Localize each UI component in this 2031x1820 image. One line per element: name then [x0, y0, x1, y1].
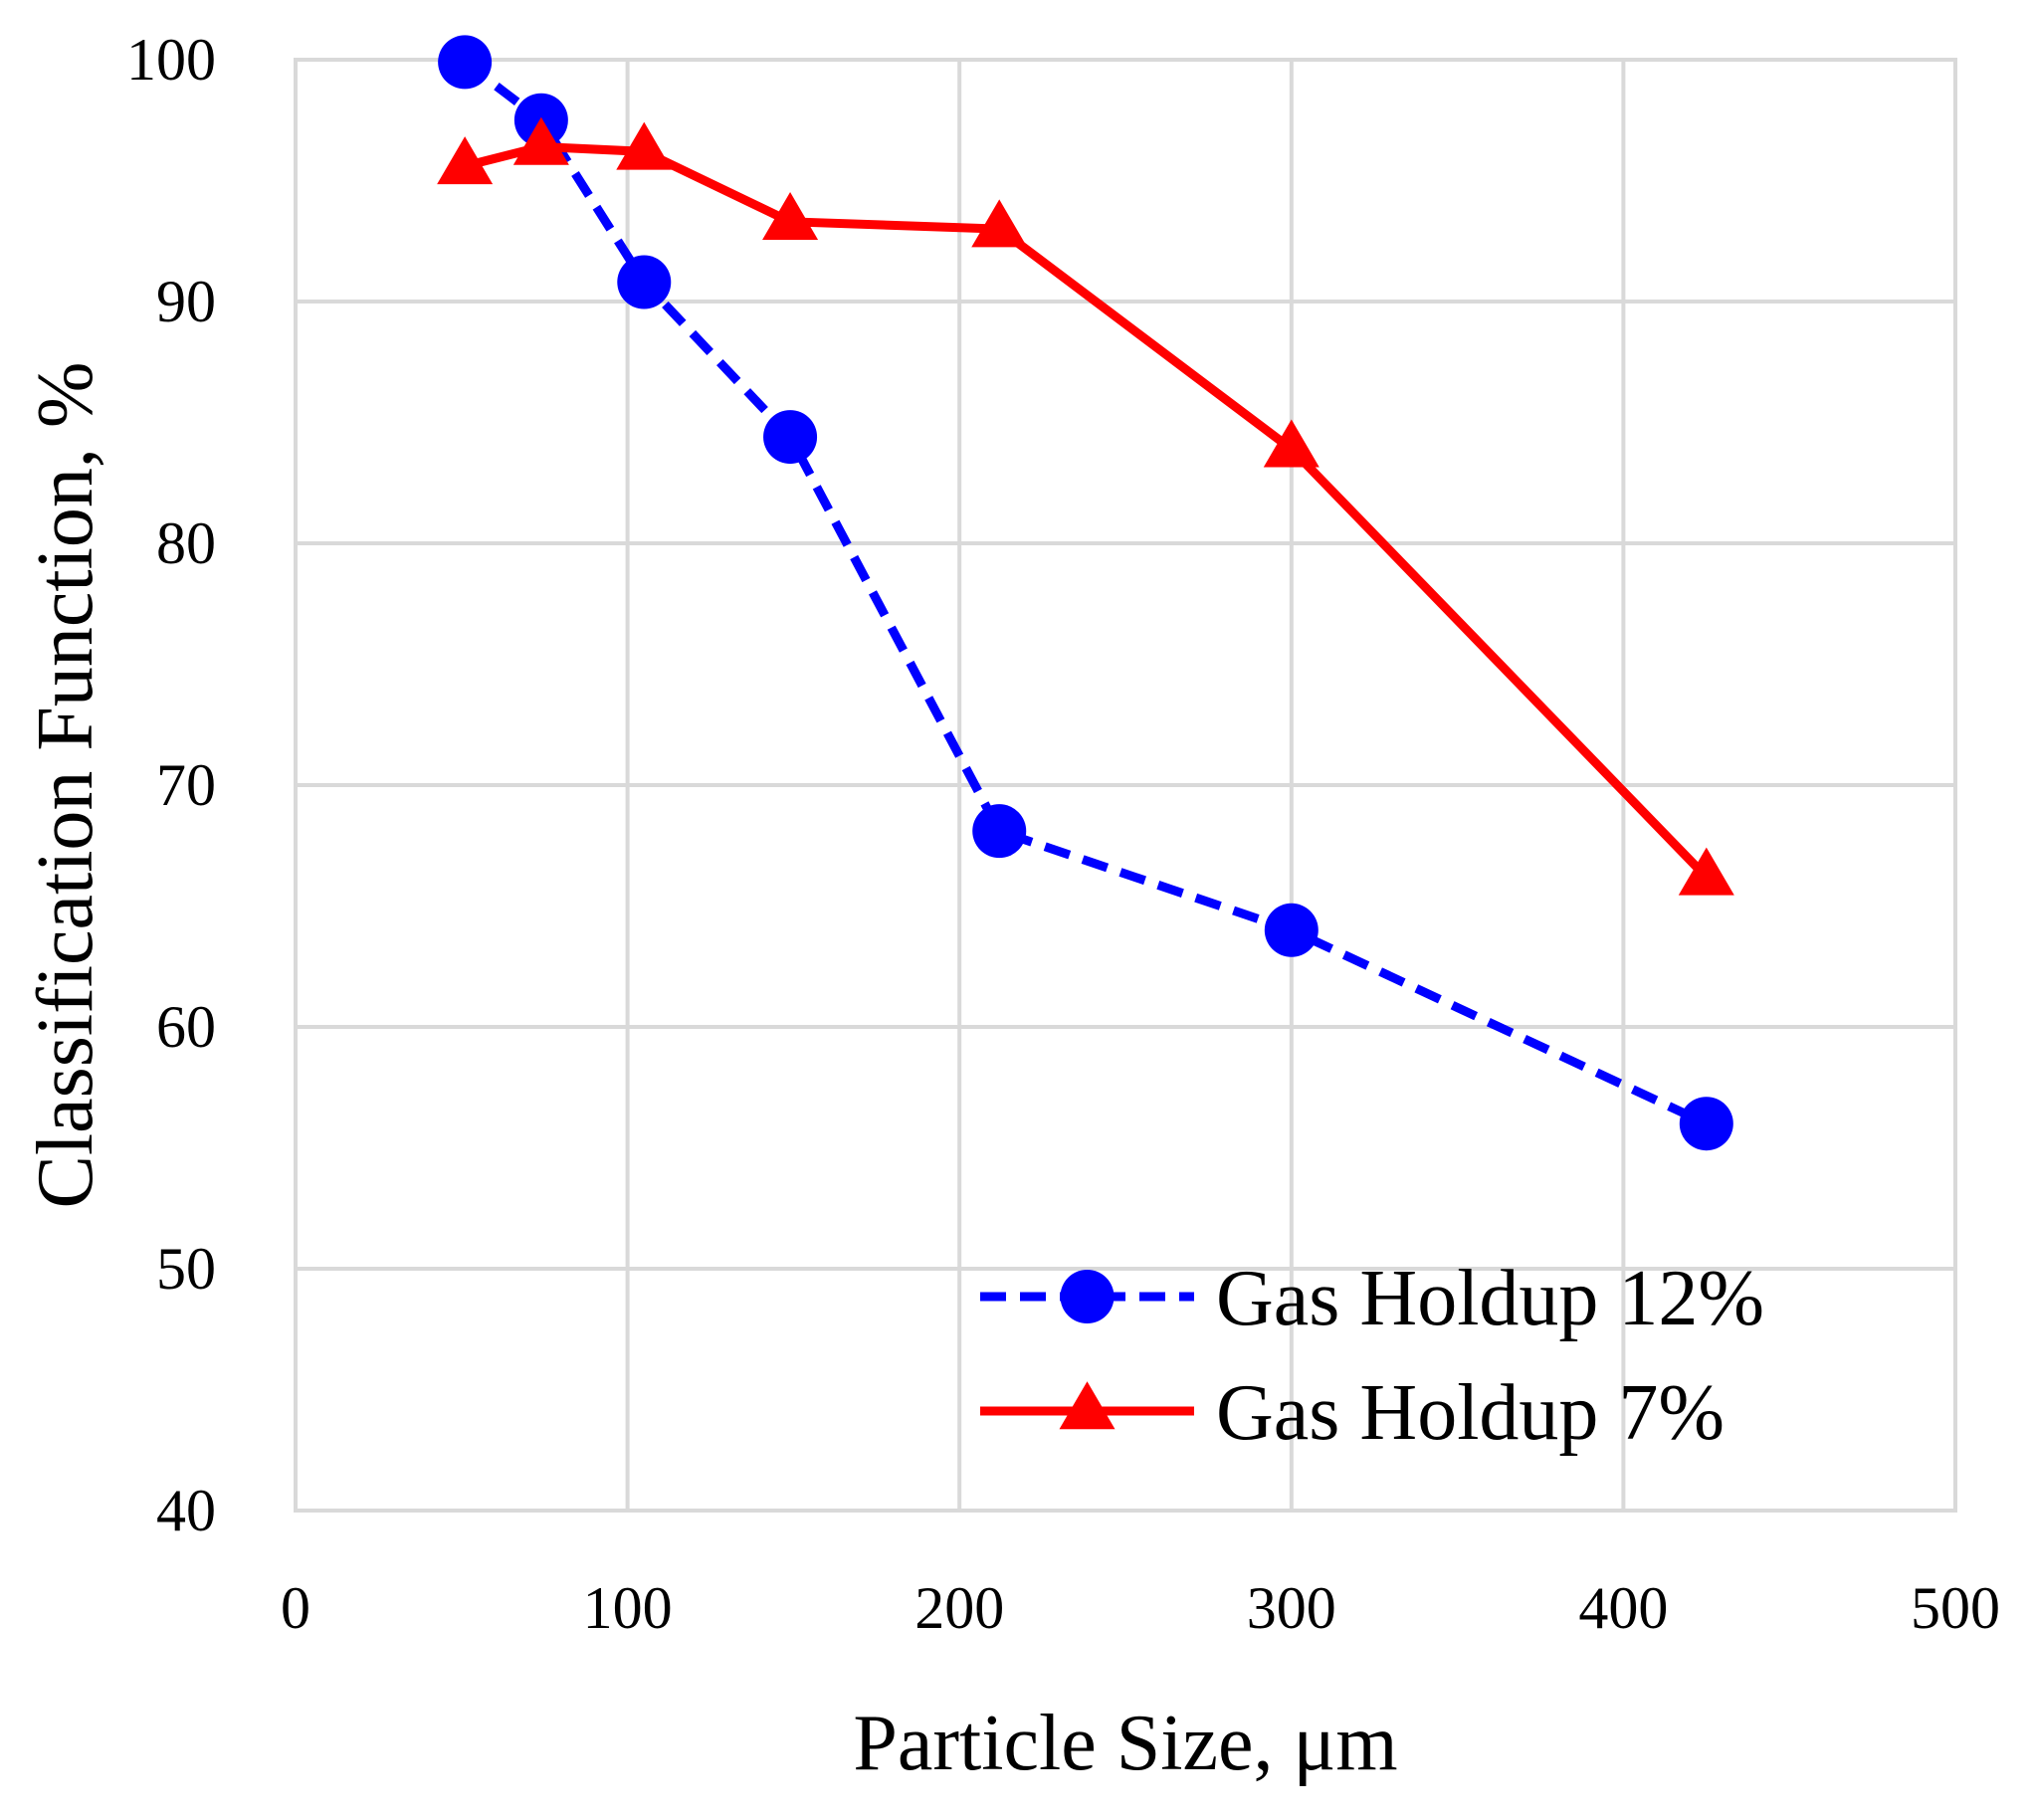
- y-tick-label-60: 60: [156, 994, 216, 1060]
- data-point-0-3: [763, 410, 818, 465]
- data-point-1-3: [762, 192, 819, 241]
- data-point-0-5: [1264, 903, 1319, 957]
- legend-label-gas-holdup-12: Gas Holdup 12%: [1216, 1255, 1764, 1342]
- x-axis-title: Particle Size, μm: [853, 1700, 1397, 1787]
- x-tick-label-100: 100: [583, 1575, 673, 1641]
- y-tick-label-40: 40: [156, 1478, 216, 1543]
- legend-swatch-marker-7: [1059, 1381, 1116, 1430]
- legend-item-gas-holdup-7: Gas Holdup 7%: [980, 1369, 1725, 1457]
- data-point-1-4: [971, 199, 1028, 248]
- legend-item-gas-holdup-12: Gas Holdup 12%: [980, 1255, 1764, 1342]
- data-point-0-0: [438, 35, 493, 90]
- series-gas-holdup-12: [438, 35, 1733, 1151]
- y-axis-title: Classification Function, %: [22, 361, 109, 1208]
- series-line-0: [462, 58, 1709, 1128]
- y-tick-label-80: 80: [156, 510, 216, 576]
- x-axis-tick-labels: 0 100 200 300 400 500: [281, 1575, 2000, 1641]
- data-point-0-4: [972, 804, 1027, 859]
- data-point-1-1: [512, 116, 569, 165]
- data-point-0-2: [617, 255, 672, 309]
- y-tick-label-50: 50: [156, 1236, 216, 1302]
- y-axis-tick-labels: 40 50 60 70 80 90 100: [126, 27, 216, 1543]
- data-point-1-5: [1263, 419, 1320, 468]
- legend-marker-shape-0: [1060, 1270, 1115, 1323]
- data-point-1-6: [1678, 847, 1734, 896]
- series-gas-holdup-7: [437, 116, 1734, 896]
- x-tick-label-400: 400: [1578, 1575, 1668, 1641]
- data-point-1-0: [437, 136, 494, 185]
- legend: Gas Holdup 12% Gas Holdup 7%: [980, 1255, 1764, 1457]
- x-tick-label-300: 300: [1247, 1575, 1336, 1641]
- legend-label-gas-holdup-7: Gas Holdup 7%: [1216, 1369, 1725, 1457]
- legend-swatch-marker-12: [1060, 1270, 1115, 1323]
- y-tick-label-100: 100: [126, 27, 216, 93]
- series-layer: [437, 35, 1734, 1151]
- data-point-0-6: [1679, 1097, 1733, 1151]
- y-tick-label-70: 70: [156, 752, 216, 818]
- x-tick-label-0: 0: [281, 1575, 310, 1641]
- y-tick-label-90: 90: [156, 269, 216, 334]
- data-point-1-2: [616, 121, 673, 170]
- x-tick-label-200: 200: [914, 1575, 1004, 1641]
- legend-marker-shape-1: [1059, 1381, 1116, 1430]
- x-tick-label-500: 500: [1911, 1575, 2000, 1641]
- plot-area-border: [294, 58, 1957, 1513]
